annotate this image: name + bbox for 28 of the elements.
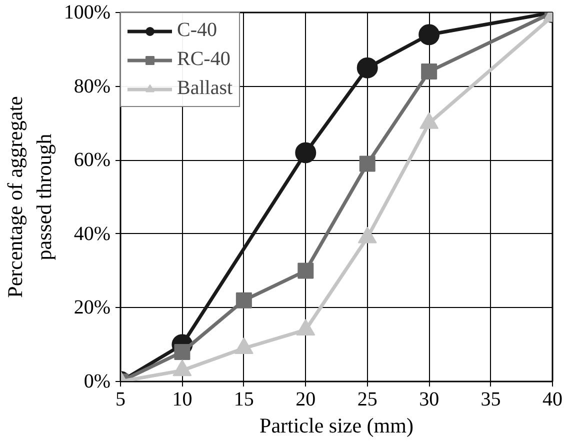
point (359, 156, 376, 172)
y-axis-title: Percentage of aggregate passed through (3, 96, 56, 298)
point (296, 318, 316, 336)
x-tick-label: 10 (172, 388, 192, 410)
point (421, 64, 438, 80)
y-tick-label: 60% (74, 149, 111, 172)
point (172, 360, 192, 376)
x-tick-label: 30 (419, 388, 440, 410)
y-tick-label: 0% (84, 370, 111, 392)
y-tick-label: 40% (74, 222, 111, 245)
point (356, 57, 378, 78)
point (234, 337, 254, 354)
point (418, 24, 440, 46)
y-tick-label: 80% (74, 75, 111, 98)
y-tick-label: 100% (64, 2, 111, 24)
x-tick-label: 5 (116, 388, 126, 410)
legend-label: Ballast (177, 77, 233, 100)
point (358, 226, 377, 244)
x-tick-label: 15 (234, 388, 254, 410)
x-tick-label: 35 (480, 388, 501, 410)
legend-label: RC-40 (177, 48, 230, 71)
legend-label: C-40 (177, 19, 217, 42)
x-axis-title: Particle size (mm) (260, 414, 414, 438)
x-tick-label: 40 (542, 388, 562, 410)
point (295, 142, 316, 164)
x-tick-label: 25 (357, 388, 378, 410)
x-tick-label: 20 (296, 388, 316, 410)
y-tick-label: 20% (74, 296, 111, 319)
